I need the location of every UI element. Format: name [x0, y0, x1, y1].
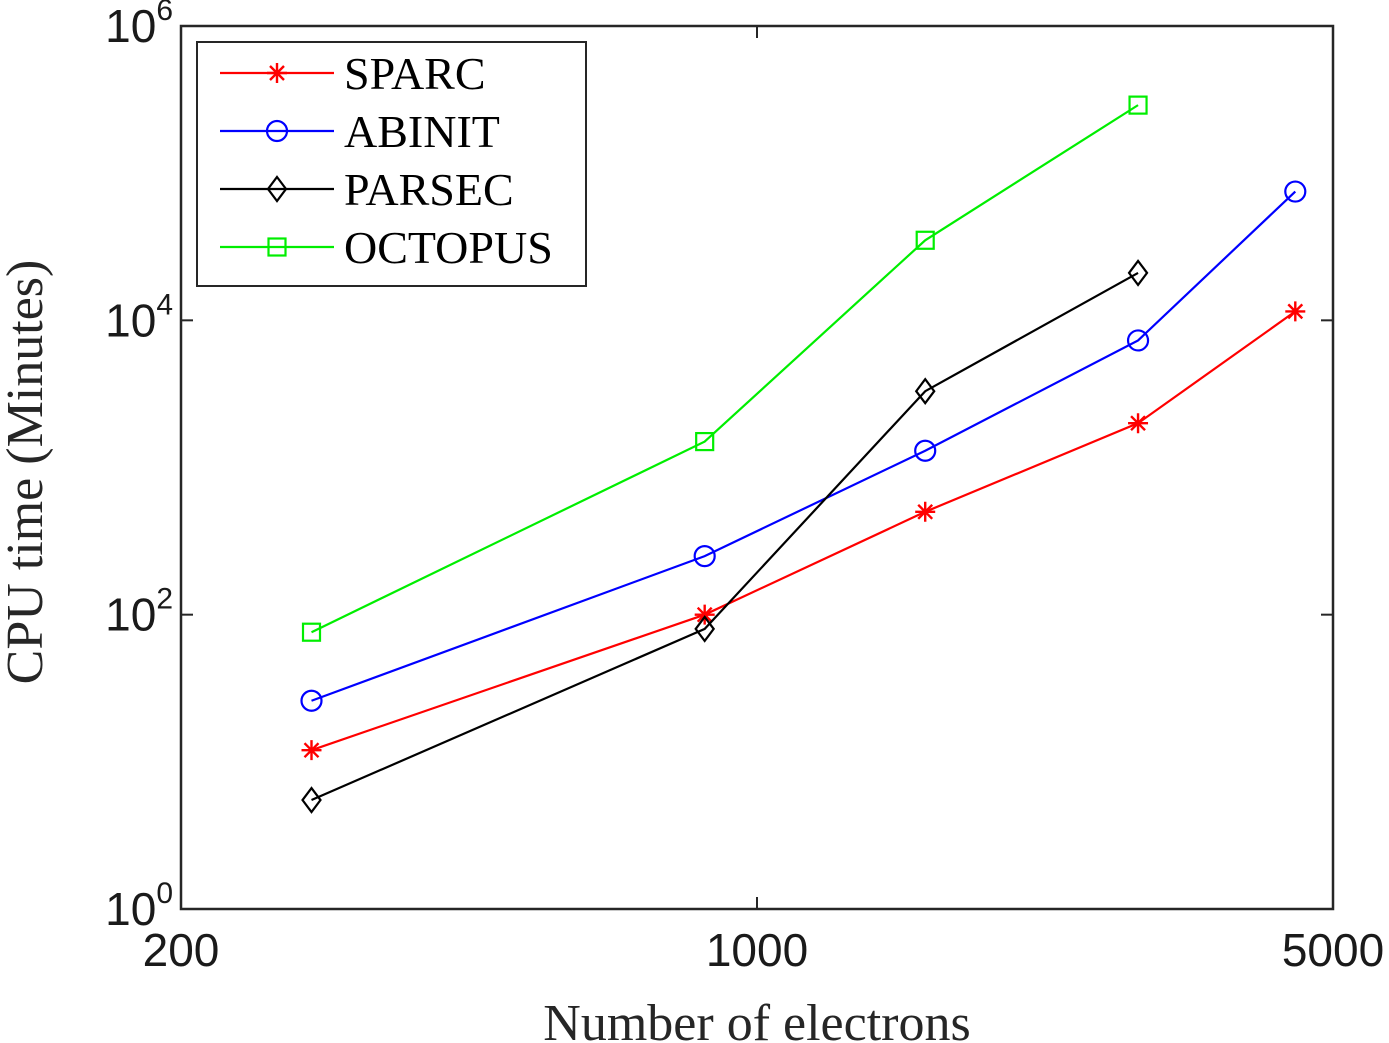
data-point — [1284, 180, 1307, 203]
series-octopus — [301, 95, 1148, 642]
data-point — [300, 689, 323, 712]
series-line — [311, 104, 1139, 634]
legend-marker — [265, 119, 289, 143]
data-point — [1126, 329, 1150, 352]
legend: SPARC ABINIT PARSEC OCTOPUS — [196, 41, 587, 287]
data-point — [694, 604, 715, 625]
series-line — [311, 271, 1139, 802]
data-point — [914, 377, 936, 406]
data-point — [694, 615, 716, 643]
x-axis-label: Number of electrons — [543, 995, 970, 1043]
data-point — [914, 439, 937, 462]
axis-ticks: 100 102 104 106 200 1000 5000 — [105, 0, 1384, 976]
y-tick-label: 102 — [105, 583, 173, 641]
y-tick-label: 100 — [105, 877, 173, 935]
legend-marker — [266, 175, 288, 203]
series-line — [311, 190, 1297, 702]
legend-item-octopus: OCTOPUS — [220, 222, 553, 273]
data-point — [1128, 413, 1149, 434]
data-point — [1128, 95, 1148, 115]
legend-item-parsec: PARSEC — [220, 164, 514, 215]
series-line — [311, 310, 1296, 752]
legend-box — [196, 41, 587, 287]
series-parsec — [301, 259, 1149, 814]
data-point — [301, 622, 322, 642]
legend-item-abinit: ABINIT — [220, 106, 500, 157]
legend-label: PARSEC — [344, 164, 514, 215]
y-tick-label: 106 — [105, 0, 173, 52]
x-tick-label: 5000 — [1282, 924, 1384, 976]
data-point — [301, 740, 322, 761]
legend-marker — [267, 63, 287, 83]
data-point — [695, 431, 715, 452]
x-tick-label: 1000 — [706, 924, 808, 976]
data-point — [915, 230, 935, 250]
y-axis-label: CPU time (Minutes) — [0, 260, 54, 685]
data-point — [301, 786, 322, 814]
series-layer — [300, 95, 1307, 814]
data-point — [1127, 259, 1149, 287]
data-point — [1285, 301, 1306, 322]
data-point — [915, 501, 936, 522]
legend-marker — [267, 237, 287, 257]
legend-label: SPARC — [344, 48, 486, 99]
y-tick-label: 104 — [105, 288, 173, 346]
legend-label: OCTOPUS — [344, 222, 553, 273]
series-sparc — [301, 301, 1306, 761]
data-point — [693, 545, 716, 568]
series-abinit — [300, 180, 1307, 712]
x-tick-label: 200 — [143, 924, 220, 976]
legend-label: ABINIT — [344, 106, 500, 157]
legend-item-sparc: SPARC — [220, 48, 486, 99]
